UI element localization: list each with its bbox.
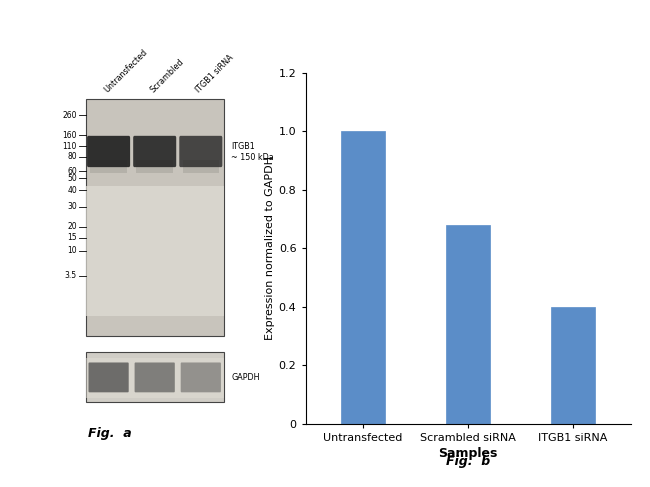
Bar <box>341 131 385 424</box>
Y-axis label: Expression normalized to GAPDH: Expression normalized to GAPDH <box>265 156 274 340</box>
Text: ITGB1 siRNA: ITGB1 siRNA <box>194 53 236 94</box>
FancyBboxPatch shape <box>179 136 222 167</box>
Text: 15: 15 <box>67 233 77 242</box>
Text: 80: 80 <box>67 152 77 161</box>
Text: 160: 160 <box>62 131 77 140</box>
Bar <box>446 225 490 424</box>
Bar <box>86 352 224 402</box>
Text: Scrambled: Scrambled <box>148 57 185 94</box>
Bar <box>551 307 595 424</box>
Bar <box>86 358 224 398</box>
Text: 260: 260 <box>62 111 77 120</box>
Text: 60: 60 <box>67 167 77 176</box>
Bar <box>136 160 173 173</box>
Text: 50: 50 <box>67 174 77 183</box>
FancyBboxPatch shape <box>181 362 221 393</box>
X-axis label: Samples: Samples <box>438 447 498 460</box>
Bar <box>86 98 224 336</box>
Text: Fig.  b: Fig. b <box>446 454 490 468</box>
Text: 3.5: 3.5 <box>65 271 77 280</box>
Bar <box>183 160 219 173</box>
Text: 20: 20 <box>67 223 77 231</box>
Text: Untransfected: Untransfected <box>102 48 149 94</box>
Text: 10: 10 <box>67 246 77 255</box>
Text: 30: 30 <box>67 202 77 211</box>
FancyBboxPatch shape <box>87 136 130 167</box>
Text: 40: 40 <box>67 186 77 195</box>
Bar <box>86 186 224 316</box>
Text: ITGB1
~ 150 kDa: ITGB1 ~ 150 kDa <box>231 142 274 162</box>
Text: 110: 110 <box>62 142 77 150</box>
Text: Fig.  a: Fig. a <box>88 427 132 440</box>
FancyBboxPatch shape <box>133 136 176 167</box>
Text: GAPDH: GAPDH <box>231 373 260 382</box>
FancyBboxPatch shape <box>88 362 129 393</box>
Bar <box>90 160 127 173</box>
FancyBboxPatch shape <box>135 362 175 393</box>
